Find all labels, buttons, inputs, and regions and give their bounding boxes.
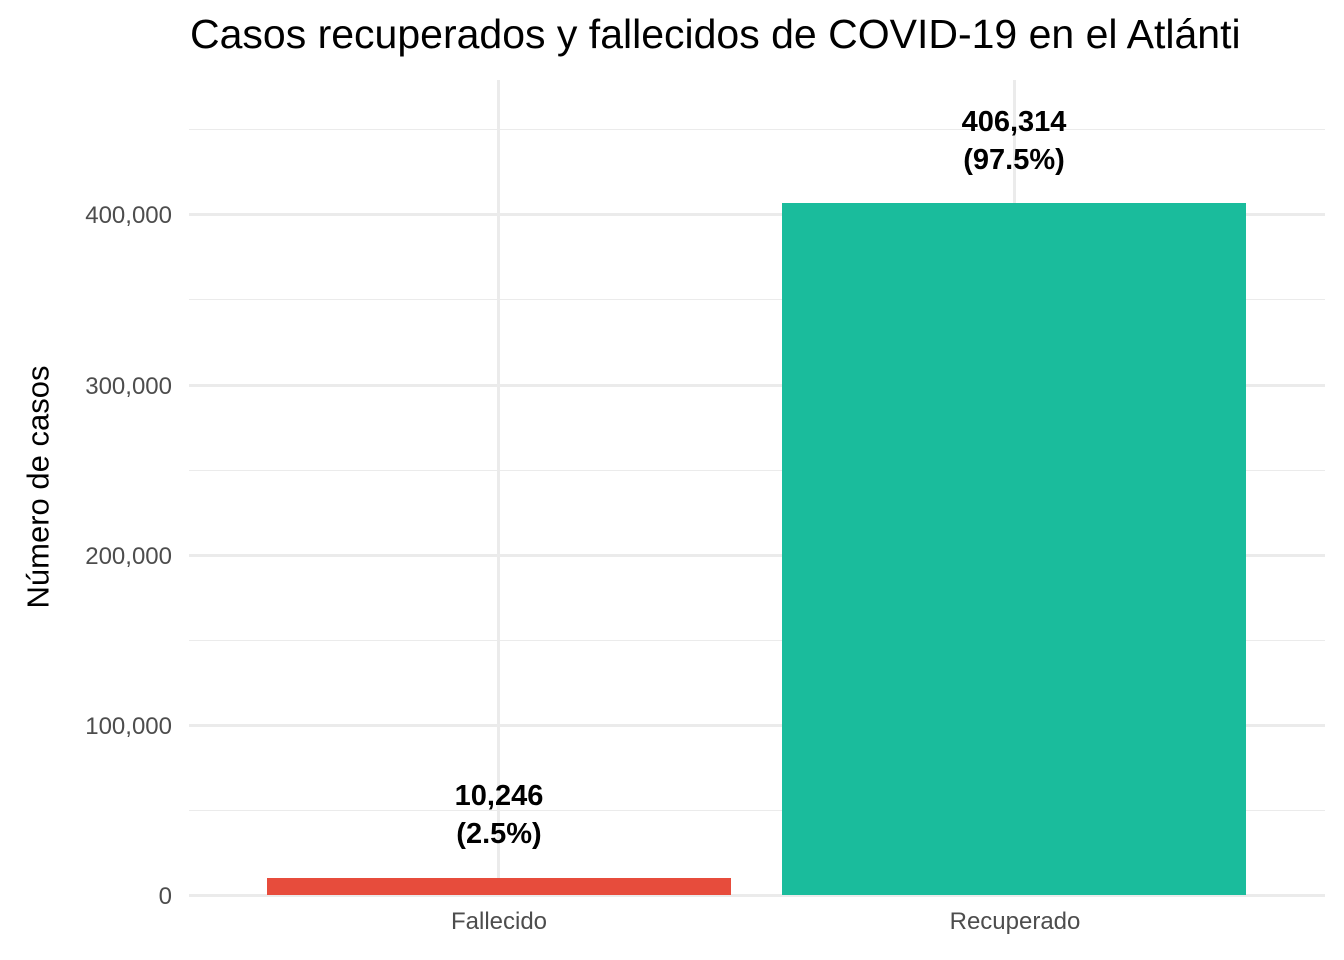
x-tick-fallecido: Fallecido	[450, 908, 548, 935]
y-axis-label: Número de casos	[20, 365, 56, 609]
bar-value-label: 10,246	[454, 780, 544, 812]
x-tick-recuperado: Recuperado	[949, 908, 1081, 935]
gridline-major	[189, 894, 1325, 897]
gridline-minor	[189, 299, 1325, 300]
gridline-major	[189, 554, 1325, 557]
y-tick-100000: 100,000	[85, 713, 172, 740]
gridline-major	[189, 384, 1325, 387]
y-tick-0: 0	[158, 883, 172, 910]
gridline-minor	[189, 129, 1325, 130]
y-tick-400000: 400,000	[85, 202, 172, 229]
bar-percent-label: (2.5%)	[456, 818, 542, 850]
bar-label-fallecido: 10,246 (2.5%)	[455, 777, 544, 853]
gridline-major	[189, 724, 1325, 727]
gridline-minor	[189, 810, 1325, 811]
gridline-major	[189, 213, 1325, 216]
y-tick-200000: 200,000	[85, 543, 172, 570]
gridline-vertical	[497, 80, 500, 895]
gridline-minor	[189, 640, 1325, 641]
bar-recuperado	[782, 203, 1246, 895]
y-tick-300000: 300,000	[85, 373, 172, 400]
bar-value-label: 406,314	[961, 106, 1067, 138]
bar-label-recuperado: 406,314 (97.5%)	[962, 103, 1067, 179]
bar-percent-label: (97.5%)	[963, 144, 1065, 176]
plot-panel: 10,246 (2.5%) 406,314 (97.5%)	[189, 80, 1325, 910]
gridline-minor	[189, 470, 1325, 471]
chart-title: Casos recuperados y fallecidos de COVID-…	[190, 11, 1241, 57]
bar-fallecido	[267, 878, 731, 895]
